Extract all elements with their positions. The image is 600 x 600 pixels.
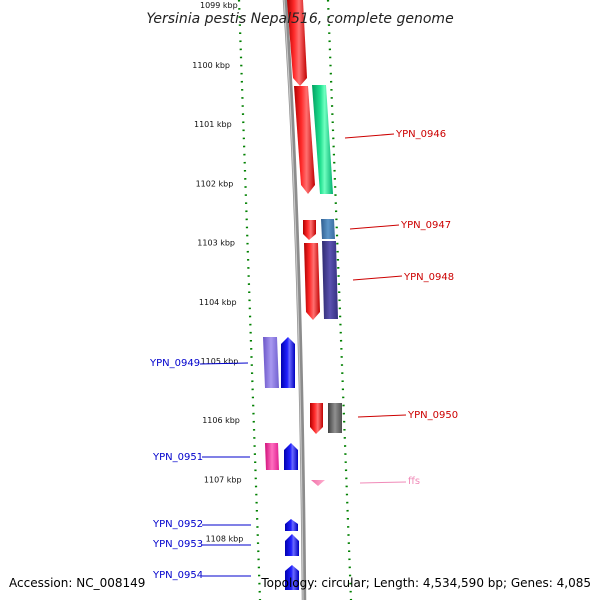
gene-block-forward-0948[interactable] [304,243,320,320]
tick-label-1106: 1106 kbp [202,416,240,425]
tick-label-1103: 1103 kbp [197,239,235,248]
genome-backbone [282,0,307,600]
gene-block-reverse-0949[interactable] [281,337,295,388]
gene-block-ypn-0947[interactable] [321,219,335,239]
leader-line-ypn-0949 [199,362,249,365]
tick-label-1107: 1107 kbp [204,475,242,484]
tick-label-1102: 1102 kbp [196,179,234,188]
genome-backbone-highlight [283,0,304,600]
leader-line-ypn-0950 [357,414,407,418]
gene-block-ypn-0949[interactable] [263,337,279,388]
gene-block-forward-0947[interactable] [303,220,316,240]
gene-block-reverse-0951[interactable] [284,443,298,470]
gene-label-ypn-0946[interactable]: YPN_0946 [395,129,446,140]
gene-label-ypn-0950[interactable]: YPN_0950 [407,410,458,421]
gene-block-ypn-0951[interactable] [265,443,279,470]
rna-feature-ffs[interactable] [311,480,325,486]
tick-label-1105: 1105 kbp [201,357,239,366]
gene-label-ypn-0949[interactable]: YPN_0949 [149,358,200,369]
gene-block-ypn-0953[interactable] [285,534,299,556]
genome-title: Yersinia pestis Nepal516, complete genom… [146,11,453,27]
tick-label-1101: 1101 kbp [194,120,232,129]
left-guide-track [237,0,262,600]
tick-label-1108: 1108 kbp [206,535,244,544]
accession-text: Accession: NC_008149 [9,576,145,590]
gene-block-ypn-0952[interactable] [285,519,298,531]
gene-label-ypn-0948[interactable]: YPN_0948 [403,272,454,283]
right-gene-labels: YPN_0946 YPN_0947 YPN_0948 YPN_0950 ffs [344,129,458,487]
gene-block-ypn-0954[interactable] [285,565,299,590]
gene-label-ypn-0953[interactable]: YPN_0953 [152,539,203,550]
axis-tick-labels: 1100 kbp 1101 kbp 1102 kbp 1103 kbp 1104 kbp… [192,61,243,544]
leader-line-ypn-0948 [352,275,403,281]
top-clipped-tick-label: 1099 kbp [200,1,238,10]
tick-label-1100: 1100 kbp [192,61,230,70]
right-guide-track [326,0,353,600]
gene-block-forward-top[interactable] [287,0,307,86]
leader-line-ypn-0946 [344,133,395,139]
genome-summary-text: Topology: circular; Length: 4,534,590 bp… [260,576,591,590]
gene-block-ypn-0950[interactable] [328,403,342,433]
gene-label-ffs[interactable]: ffs [408,476,420,487]
gene-block-ypn-0948[interactable] [322,241,338,319]
gene-label-ypn-0947[interactable]: YPN_0947 [400,220,451,231]
leader-line-ffs [359,481,407,484]
left-gene-labels: YPN_0949 YPN_0951 YPN_0952 YPN_0953 YPN_… [149,358,251,581]
gene-block-ypn-0946[interactable] [312,85,333,194]
gene-label-ypn-0951[interactable]: YPN_0951 [152,452,203,463]
gene-label-ypn-0954[interactable]: YPN_0954 [152,570,203,581]
gene-block-forward-0950[interactable] [310,403,323,434]
gene-label-ypn-0952[interactable]: YPN_0952 [152,519,203,530]
gene-block-forward-red[interactable] [294,86,315,194]
leader-line-ypn-0947 [349,224,400,230]
tick-label-1104: 1104 kbp [199,298,237,307]
